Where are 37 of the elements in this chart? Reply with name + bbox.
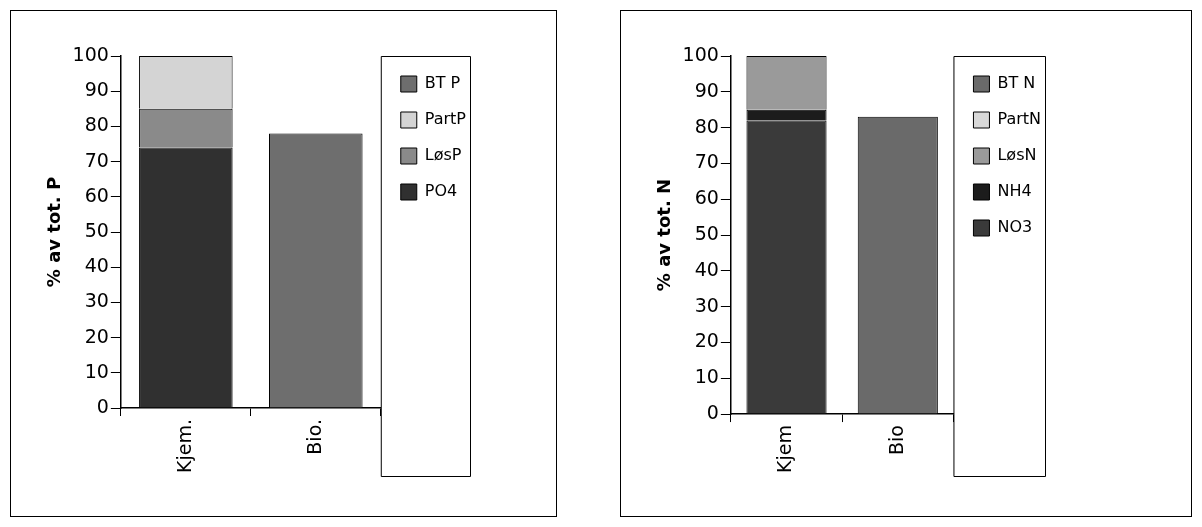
y-tick-label: 70 (694, 150, 719, 173)
legend-label: BT P (424, 73, 461, 93)
y-tick-label: 60 (694, 186, 719, 209)
y-tick-label: 20 (694, 329, 719, 352)
y-axis-title: % av tot. P (43, 176, 65, 288)
legend-label: PO4 (424, 181, 458, 201)
y-tick-label: 40 (84, 254, 109, 277)
legend-label: NO3 (997, 217, 1033, 237)
y-tick-label: 90 (84, 78, 109, 101)
y-tick-label: 10 (84, 359, 109, 382)
y-tick-label: 50 (694, 221, 719, 244)
legend-label: PartN (997, 109, 1042, 129)
y-tick-label: 10 (694, 365, 719, 388)
y-tick-label: 100 (682, 42, 719, 65)
x-tick-label: Kjem. (172, 419, 195, 474)
legend-label: LøsN (997, 145, 1037, 165)
y-tick-label: 0 (96, 394, 109, 417)
y-tick-label: 40 (694, 257, 719, 280)
y-tick-label: 70 (84, 148, 109, 171)
y-tick-label: 20 (84, 324, 109, 347)
x-tick-label: Bio (884, 425, 907, 456)
y-tick-label: 60 (84, 183, 109, 206)
y-axis-title: % av tot. N (653, 178, 675, 292)
y-tick-label: 0 (706, 401, 719, 423)
y-tick-label: 30 (84, 289, 109, 312)
y-tick-label: 100 (72, 42, 109, 65)
legend-label: LøsP (424, 145, 462, 165)
y-tick-label: 50 (84, 218, 109, 241)
legend-label: NH4 (997, 181, 1032, 201)
y-tick-label: 30 (694, 293, 719, 316)
y-tick-label: 90 (694, 78, 719, 101)
y-tick-label: 80 (694, 114, 719, 137)
y-tick-label: 80 (84, 113, 109, 136)
legend-label: PartP (424, 109, 467, 129)
x-tick-label: Kjem (773, 425, 796, 473)
x-tick-label: Bio. (302, 419, 325, 455)
legend-label: BT N (997, 73, 1036, 93)
